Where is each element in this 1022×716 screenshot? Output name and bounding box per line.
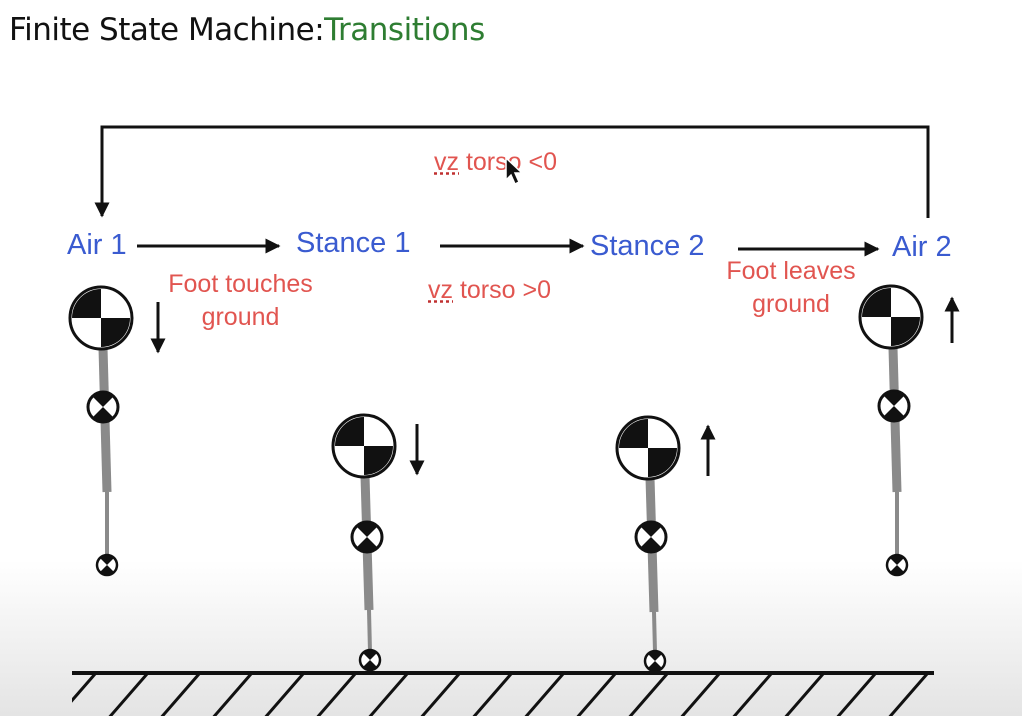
center-of-mass-icon (68, 285, 134, 351)
hatched-ground-icon (72, 671, 934, 716)
condition-vz-positive: vz torso >0 (428, 276, 551, 304)
bottom-shading (0, 560, 1022, 716)
foot-icon (885, 553, 909, 577)
center-of-mass-icon (615, 415, 681, 481)
foot-icon (643, 649, 667, 673)
state-air2: Air 2 (892, 231, 952, 263)
state-stance1: Stance 1 (296, 227, 411, 259)
condition-foot-leaves-ground: Foot leaves ground (726, 257, 856, 318)
condition-vz-negative: vz torso <0 (434, 148, 557, 176)
robot-air2 (858, 284, 960, 577)
state-stance2: Stance 2 (590, 230, 705, 262)
hip-joint-icon (877, 389, 911, 423)
hip-joint-icon (350, 520, 384, 554)
hip-joint-icon (86, 390, 120, 424)
mouse-cursor-icon (505, 156, 524, 186)
condition-foot-touches-ground: Foot touches ground (168, 270, 313, 331)
robot-stance2 (615, 415, 716, 673)
state-air1: Air 1 (67, 229, 127, 261)
hip-joint-icon (634, 520, 668, 554)
robot-air1 (68, 285, 166, 577)
robot-stance1 (331, 413, 425, 672)
page-title: Finite State Machine:Transitions (9, 12, 485, 48)
feedback-arrow (94, 125, 930, 218)
center-of-mass-icon (331, 413, 397, 479)
foot-icon (95, 553, 119, 577)
foot-icon (358, 648, 382, 672)
title-accent: Transitions (324, 12, 485, 48)
